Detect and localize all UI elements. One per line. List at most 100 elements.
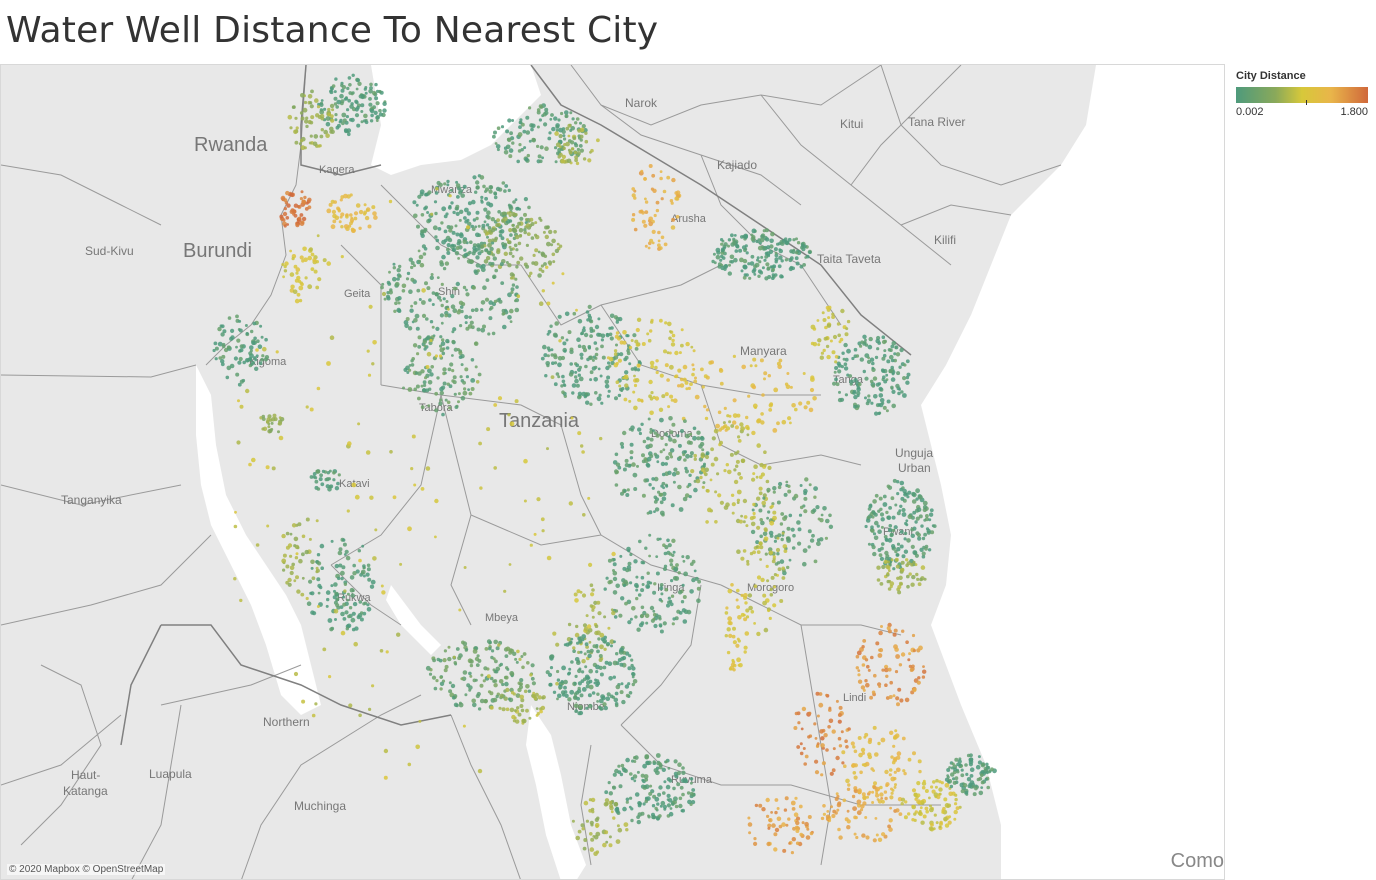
well-point[interactable]: [980, 773, 984, 777]
well-point[interactable]: [782, 516, 787, 521]
well-point[interactable]: [518, 143, 522, 147]
well-point[interactable]: [519, 216, 524, 221]
well-point[interactable]: [843, 764, 847, 768]
well-point[interactable]: [584, 665, 588, 669]
well-point[interactable]: [831, 813, 836, 819]
well-point[interactable]: [890, 385, 894, 390]
well-point[interactable]: [577, 829, 582, 834]
well-point[interactable]: [855, 404, 858, 408]
well-point[interactable]: [785, 823, 789, 827]
well-point[interactable]: [581, 593, 587, 598]
well-point[interactable]: [577, 391, 583, 396]
well-point[interactable]: [839, 337, 844, 342]
well-point[interactable]: [691, 363, 695, 367]
well-point[interactable]: [875, 833, 879, 837]
well-point[interactable]: [487, 242, 492, 248]
well-point[interactable]: [914, 563, 918, 567]
well-point[interactable]: [344, 549, 349, 554]
well-point[interactable]: [372, 556, 377, 561]
well-point[interactable]: [546, 225, 550, 229]
well-point[interactable]: [924, 544, 929, 549]
well-point[interactable]: [594, 324, 600, 330]
well-point[interactable]: [877, 741, 881, 746]
well-point[interactable]: [944, 823, 950, 828]
well-point[interactable]: [612, 772, 617, 777]
well-point[interactable]: [657, 614, 662, 620]
well-point[interactable]: [457, 392, 461, 396]
well-point[interactable]: [325, 116, 331, 121]
well-point[interactable]: [563, 349, 567, 353]
well-point[interactable]: [844, 393, 849, 397]
well-point[interactable]: [334, 592, 339, 597]
well-point[interactable]: [480, 308, 484, 312]
well-point[interactable]: [453, 661, 457, 665]
well-point[interactable]: [483, 207, 488, 212]
well-point[interactable]: [686, 609, 692, 615]
well-point[interactable]: [832, 747, 836, 751]
well-point[interactable]: [551, 126, 556, 132]
well-point[interactable]: [464, 367, 469, 372]
well-point[interactable]: [669, 563, 673, 567]
well-point[interactable]: [895, 564, 900, 569]
well-point[interactable]: [891, 544, 896, 549]
well-point[interactable]: [660, 235, 665, 240]
well-point[interactable]: [579, 650, 583, 654]
well-point[interactable]: [641, 778, 645, 782]
well-point[interactable]: [831, 729, 836, 734]
well-point[interactable]: [771, 268, 775, 272]
well-point[interactable]: [467, 388, 470, 391]
well-point[interactable]: [922, 665, 925, 668]
well-point[interactable]: [803, 509, 808, 514]
well-point[interactable]: [626, 334, 630, 338]
well-point[interactable]: [611, 551, 616, 557]
well-point[interactable]: [892, 478, 897, 483]
well-point[interactable]: [779, 599, 784, 603]
well-point[interactable]: [878, 393, 884, 398]
well-point[interactable]: [316, 105, 321, 109]
well-point[interactable]: [230, 335, 235, 340]
well-point[interactable]: [587, 304, 592, 309]
well-point[interactable]: [579, 121, 582, 125]
well-point[interactable]: [423, 383, 427, 387]
well-point[interactable]: [891, 340, 897, 346]
well-point[interactable]: [450, 683, 456, 689]
well-point[interactable]: [408, 257, 413, 262]
well-point[interactable]: [574, 121, 578, 125]
well-point[interactable]: [655, 200, 660, 205]
well-point[interactable]: [354, 113, 360, 118]
well-point[interactable]: [541, 156, 544, 160]
well-point[interactable]: [477, 224, 481, 228]
well-point[interactable]: [623, 397, 628, 402]
well-point[interactable]: [886, 579, 890, 584]
well-point[interactable]: [666, 603, 670, 608]
well-point[interactable]: [658, 814, 662, 818]
well-point[interactable]: [593, 600, 598, 606]
well-point[interactable]: [248, 462, 252, 467]
well-point[interactable]: [756, 258, 759, 262]
well-point[interactable]: [785, 384, 791, 390]
well-point[interactable]: [450, 188, 453, 192]
well-point[interactable]: [822, 812, 827, 816]
well-point[interactable]: [493, 195, 498, 200]
well-point[interactable]: [751, 385, 757, 390]
well-point[interactable]: [505, 261, 509, 264]
well-point[interactable]: [556, 697, 559, 701]
well-point[interactable]: [742, 258, 748, 264]
well-point[interactable]: [427, 368, 432, 374]
well-point[interactable]: [410, 467, 414, 471]
well-point[interactable]: [293, 671, 299, 677]
well-point[interactable]: [654, 796, 660, 802]
well-point[interactable]: [547, 348, 551, 352]
well-point[interactable]: [671, 538, 676, 543]
well-point[interactable]: [567, 672, 571, 676]
well-point[interactable]: [786, 372, 790, 375]
well-point[interactable]: [742, 520, 746, 524]
well-point[interactable]: [758, 508, 763, 513]
well-point[interactable]: [890, 791, 894, 795]
well-point[interactable]: [673, 759, 678, 764]
well-point[interactable]: [591, 588, 595, 592]
well-point[interactable]: [414, 313, 420, 319]
well-point[interactable]: [416, 288, 421, 293]
well-point[interactable]: [743, 650, 747, 654]
well-point[interactable]: [693, 457, 697, 461]
